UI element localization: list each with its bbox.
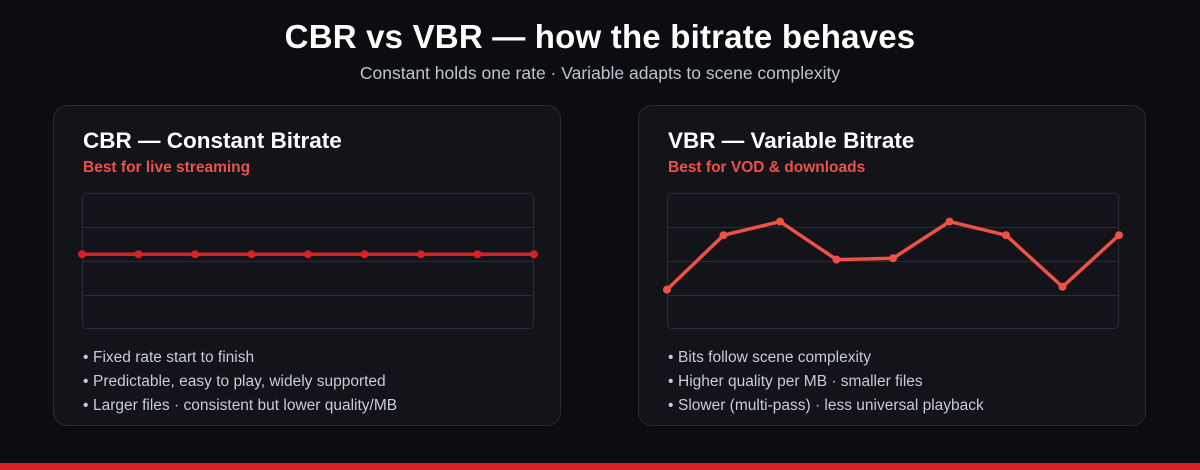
bullet-text: Higher quality per MB · smaller files (678, 373, 923, 390)
cbr-bitrate-chart (78, 193, 538, 329)
vbr-data-point (719, 231, 728, 240)
cbr-data-point (360, 250, 369, 259)
cbr-data-point (191, 250, 199, 259)
list-item: • Bits follow scene complexity (668, 349, 871, 366)
cbr-data-point (247, 250, 256, 259)
vbr-data-point (1058, 282, 1067, 291)
vbr-data-point (832, 255, 841, 264)
cbr-data-point (530, 250, 538, 259)
cbr-data-point (417, 250, 425, 259)
vbr-data-point (1002, 231, 1010, 240)
cbr-card: CBR — Constant Bitrate Best for live str… (53, 105, 561, 426)
bullet-text: Fixed rate start to finish (93, 349, 255, 366)
bullet-text: Slower (multi-pass) · less universal pla… (678, 397, 984, 414)
list-item: • Larger files · consistent but lower qua… (83, 397, 398, 414)
vbr-data-point (889, 254, 897, 263)
vbr-bitrate-chart (663, 193, 1123, 329)
vbr-card-title: VBR — Variable Bitrate (668, 128, 915, 153)
bullet-text: Bits follow scene complexity (678, 349, 871, 366)
bottom-accent-bar (0, 463, 1200, 470)
page-title: CBR vs VBR — how the bitrate behaves (284, 18, 916, 55)
cbr-bullet-list: • Fixed rate start to finish • Predictable… (83, 346, 397, 418)
vbr-data-point (945, 217, 954, 226)
vbr-data-point (663, 285, 671, 294)
list-item: • Higher quality per MB · smaller files (668, 373, 923, 390)
cbr-card-tag: Best for live streaming (83, 159, 251, 176)
vbr-card-tag: Best for VOD & downloads (668, 159, 866, 176)
bullet-text: Predictable, easy to play, widely suppor… (93, 373, 386, 390)
cbr-card-title: CBR — Constant Bitrate (83, 128, 342, 153)
bullet-text: Larger files · consistent but lower qual… (93, 397, 398, 414)
vbr-bullet-list: • Bits follow scene complexity • Higher qu… (668, 346, 984, 418)
cbr-data-point (473, 250, 482, 259)
list-item: • Fixed rate start to finish (83, 349, 255, 366)
cbr-data-point (304, 250, 312, 259)
vbr-data-point (776, 217, 784, 226)
page-subtitle: Constant holds one rate · Variable adapt… (359, 63, 841, 83)
list-item: • Predictable, easy to play, widely suppo… (83, 373, 386, 390)
cbr-data-point (134, 250, 143, 259)
vbr-data-point (1115, 231, 1123, 240)
vbr-card: VBR — Variable Bitrate Best for VOD & do… (638, 105, 1146, 426)
list-item: • Slower (multi-pass) · less universal pl… (668, 397, 984, 414)
cbr-data-point (78, 250, 86, 259)
